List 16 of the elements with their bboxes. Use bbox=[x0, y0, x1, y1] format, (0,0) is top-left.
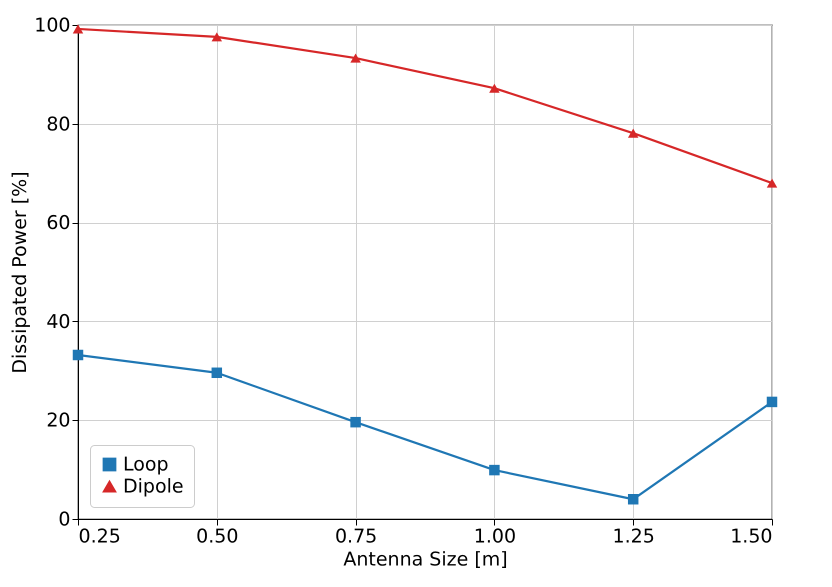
x-tick-label: 0.25 bbox=[78, 526, 121, 548]
y-tick-label: 0 bbox=[58, 508, 70, 530]
y-tick-label: 60 bbox=[46, 212, 70, 234]
x-tick-label: 1.50 bbox=[730, 526, 772, 548]
x-tick-label: 1.00 bbox=[474, 526, 516, 548]
x-tick-label: 0.50 bbox=[196, 526, 238, 548]
y-tick-label: 20 bbox=[46, 410, 70, 432]
y-tick-label: 40 bbox=[46, 310, 70, 333]
y-tick-label: 100 bbox=[34, 14, 70, 36]
y-axis-title: Dissipated Power [%] bbox=[9, 171, 32, 374]
x-tick-label: 1.25 bbox=[612, 526, 655, 548]
legend-label: Loop bbox=[123, 454, 169, 476]
legend-label: Dipole bbox=[123, 476, 184, 498]
y-tick-label: 80 bbox=[46, 113, 70, 136]
x-axis-title: Antenna Size [m] bbox=[343, 548, 508, 570]
x-tick-label: 0.75 bbox=[334, 526, 378, 548]
